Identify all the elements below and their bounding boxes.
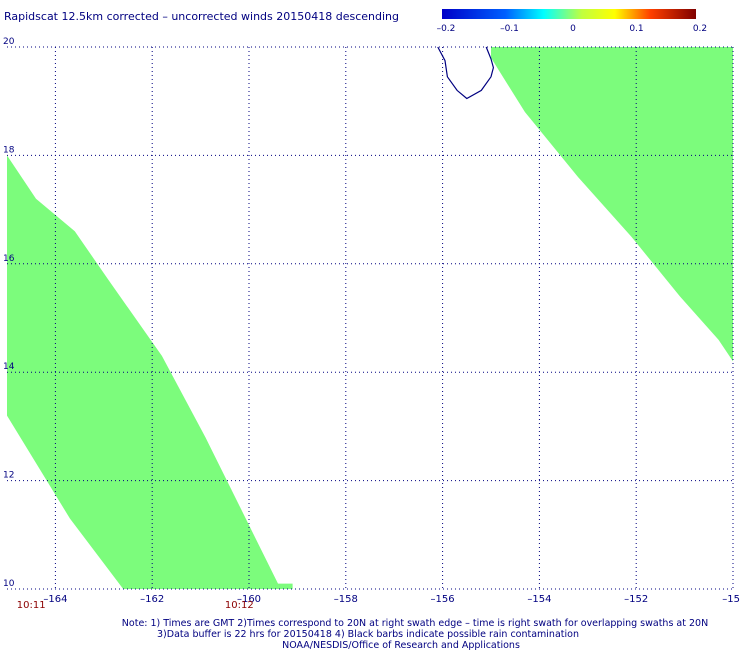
swath-2 — [491, 47, 733, 362]
coastline — [437, 46, 495, 100]
y-tick-label: 12 — [3, 471, 14, 481]
colorbar-tick-label: 0.2 — [693, 24, 707, 34]
colorbar-tick-label: 0.1 — [629, 24, 643, 34]
time-label: 10:12 — [225, 600, 254, 611]
plot-area: 10 12 14 16 18 20 –164 –162 –160 –158 –156 –154 –15… — [3, 37, 740, 611]
x-tick-label: –162 — [140, 594, 164, 605]
x-tick-label: –156 — [431, 594, 455, 605]
notes: Note: 1) Times are GMT 2)Times correspon… — [122, 618, 708, 650]
y-tick-label: 10 — [3, 579, 15, 589]
y-tick-label: 20 — [3, 37, 15, 47]
x-tick-label: –154 — [527, 594, 551, 605]
chart-title: Rapidscat 12.5km corrected – uncorrected… — [4, 10, 399, 23]
note-line-2: 3)Data buffer is 22 hrs for 20150418 4) … — [157, 629, 579, 640]
y-tick-label: 18 — [3, 145, 15, 155]
note-line-3: NOAA/NESDIS/Office of Research and Appli… — [282, 640, 520, 650]
colorbar-gradient — [442, 9, 696, 19]
time-label: 10:11 — [17, 600, 46, 611]
note-line-1: Note: 1) Times are GMT 2)Times correspon… — [122, 618, 708, 629]
colorbar: –0.2 –0.1 0 0.1 0.2 — [437, 9, 707, 34]
x-tick-label: –158 — [334, 594, 358, 605]
x-tick-label: –152 — [624, 594, 648, 605]
swath-1 — [7, 155, 293, 589]
colorbar-tick-label: –0.1 — [500, 24, 519, 34]
x-tick-label: –15 — [722, 594, 740, 605]
x-tick-label: –160 — [237, 594, 261, 605]
colorbar-tick-label: –0.2 — [437, 24, 456, 34]
y-tick-label: 16 — [3, 254, 15, 264]
colorbar-tick-label: 0 — [570, 24, 576, 34]
y-tick-label: 14 — [3, 362, 15, 372]
x-tick-label: –164 — [43, 594, 67, 605]
